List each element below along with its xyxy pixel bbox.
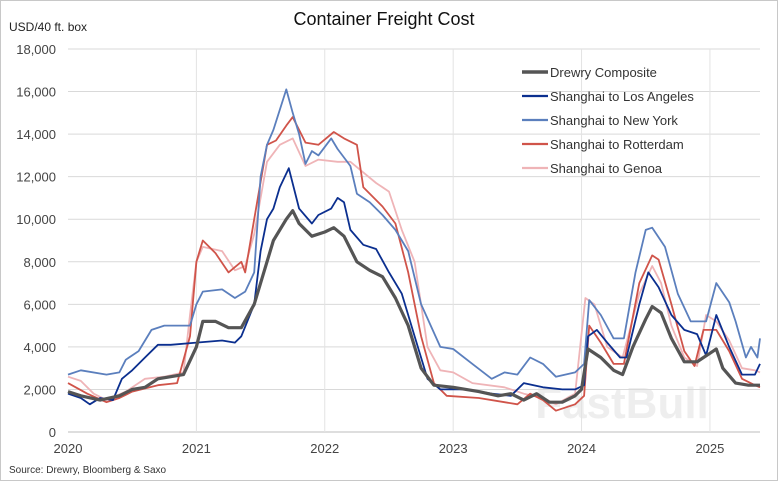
y-tick-label: 8,000 bbox=[23, 255, 56, 270]
x-tick-label: 2021 bbox=[182, 441, 211, 456]
watermark: FastBull bbox=[535, 379, 709, 428]
legend-label: Shanghai to Rotterdam bbox=[550, 137, 684, 152]
legend: Drewry Composite Shanghai to Los Angeles S… bbox=[522, 65, 694, 176]
series-line-shanghai-to-rotterdam bbox=[67, 116, 761, 412]
series-lines bbox=[67, 88, 761, 412]
series-line-shanghai-to-new-york bbox=[67, 88, 761, 380]
chart-title: Container Freight Cost bbox=[293, 9, 474, 29]
x-tick-label: 2020 bbox=[54, 441, 83, 456]
legend-label: Shanghai to New York bbox=[550, 113, 678, 128]
gridlines bbox=[68, 48, 760, 433]
legend-label: Shanghai to Genoa bbox=[550, 161, 663, 176]
y-tick-label: 16,000 bbox=[16, 85, 56, 100]
y-tick-label: 4,000 bbox=[23, 340, 56, 355]
x-tick-label: 2022 bbox=[310, 441, 339, 456]
series-line-shanghai-to-los-angeles bbox=[67, 167, 761, 406]
source-note: Source: Drewry, Bloomberg & Saxo bbox=[9, 465, 167, 476]
x-tick-label: 2025 bbox=[695, 441, 724, 456]
y-tick-label: 6,000 bbox=[23, 297, 56, 312]
y-axis-label: USD/40 ft. box bbox=[9, 20, 87, 34]
series-line-drewry-composite bbox=[67, 209, 760, 404]
y-tick-label: 0 bbox=[49, 425, 56, 440]
legend-label: Drewry Composite bbox=[550, 65, 657, 80]
x-tick-label: 2024 bbox=[567, 441, 596, 456]
y-tick-label: 12,000 bbox=[16, 170, 56, 185]
y-tick-label: 18,000 bbox=[16, 42, 56, 57]
legend-label: Shanghai to Los Angeles bbox=[550, 89, 694, 104]
y-tick-label: 10,000 bbox=[16, 212, 56, 227]
y-tick-label: 2,000 bbox=[23, 382, 56, 397]
y-tick-label: 14,000 bbox=[16, 127, 56, 142]
x-tick-label: 2023 bbox=[439, 441, 468, 456]
axis-ticks: 0 2,000 4,000 6,000 8,000 10,000 12,000 14,000 1… bbox=[16, 42, 724, 456]
